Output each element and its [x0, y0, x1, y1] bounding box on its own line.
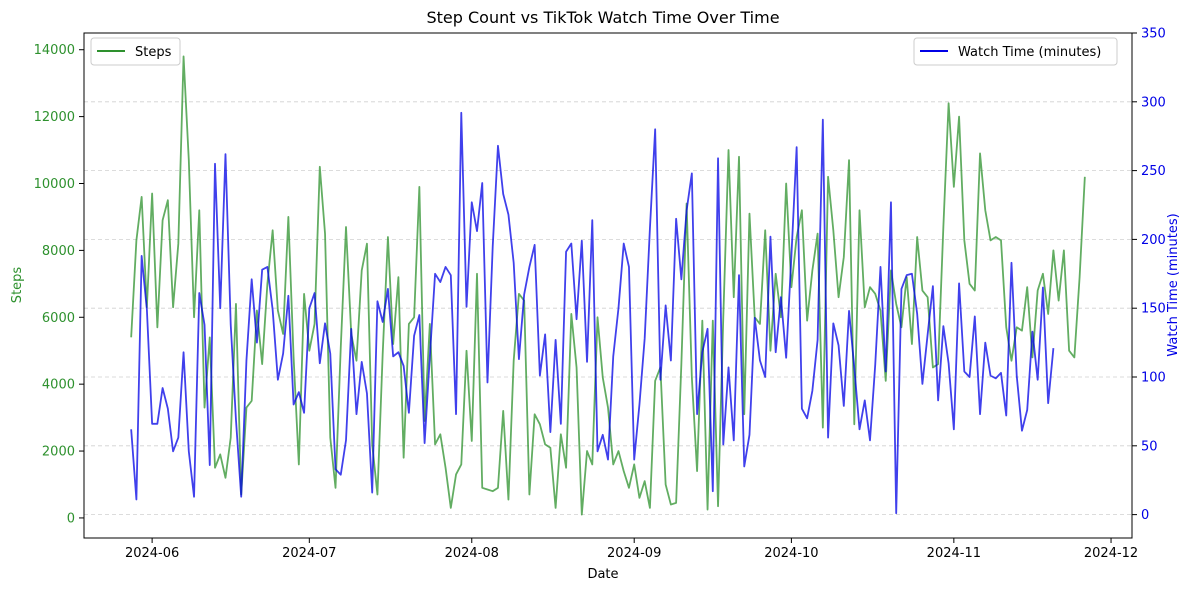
y-tick-label-left: 6000 [42, 311, 75, 326]
y-tick-label-left: 10000 [34, 177, 75, 192]
plot-frame [83, 32, 1133, 539]
y-tick-label-left: 0 [67, 511, 75, 526]
x-tick-label: 2024-06 [125, 546, 179, 561]
y-tick-label-right: 0 [1141, 508, 1149, 523]
chart-title: Step Count vs TikTok Watch Time Over Tim… [426, 8, 779, 27]
legend-steps-box [90, 37, 181, 66]
y-tick-label-left: 2000 [42, 445, 75, 460]
x-tick-label: 2024-12 [1084, 546, 1138, 561]
legend-watch-time: Watch Time (minutes) [913, 37, 1118, 66]
y-axis-label-left: Steps [10, 267, 25, 304]
series-line-watch-time [130, 111, 1055, 515]
y-tick-label-right: 250 [1141, 164, 1166, 179]
legend-steps: Steps [90, 37, 181, 66]
series-layer [130, 55, 1086, 516]
series-line-steps [130, 55, 1086, 516]
y-tick-label-right: 350 [1141, 27, 1166, 42]
x-tick-label: 2024-09 [607, 546, 661, 561]
y-tick-label-left: 14000 [34, 43, 75, 58]
y-tick-label-left: 12000 [34, 110, 75, 125]
legend-watch-time-label: Watch Time (minutes) [958, 45, 1101, 60]
y-tick-label-left: 8000 [42, 244, 75, 259]
y-tick-label-right: 300 [1141, 95, 1166, 110]
axis-layer: 0 2000 4000 6000 8000 10000 12000 14000 0 50 100 15… [34, 27, 1166, 562]
y-tick-label-right: 200 [1141, 233, 1166, 248]
y-tick-label-right: 100 [1141, 371, 1166, 386]
legend-watch-time-box [913, 37, 1118, 66]
y-tick-label-right: 150 [1141, 302, 1166, 317]
legend-steps-label: Steps [135, 45, 172, 60]
x-tick-label: 2024-07 [282, 546, 336, 561]
y-axis-label-right: Watch Time (minutes) [1166, 213, 1181, 356]
y-tick-label-left: 4000 [42, 378, 75, 393]
x-axis-label: Date [587, 567, 618, 582]
x-tick-label: 2024-10 [764, 546, 818, 561]
y-tick-label-right: 50 [1141, 439, 1158, 454]
x-tick-label: 2024-08 [445, 546, 499, 561]
x-tick-label: 2024-11 [927, 546, 981, 561]
